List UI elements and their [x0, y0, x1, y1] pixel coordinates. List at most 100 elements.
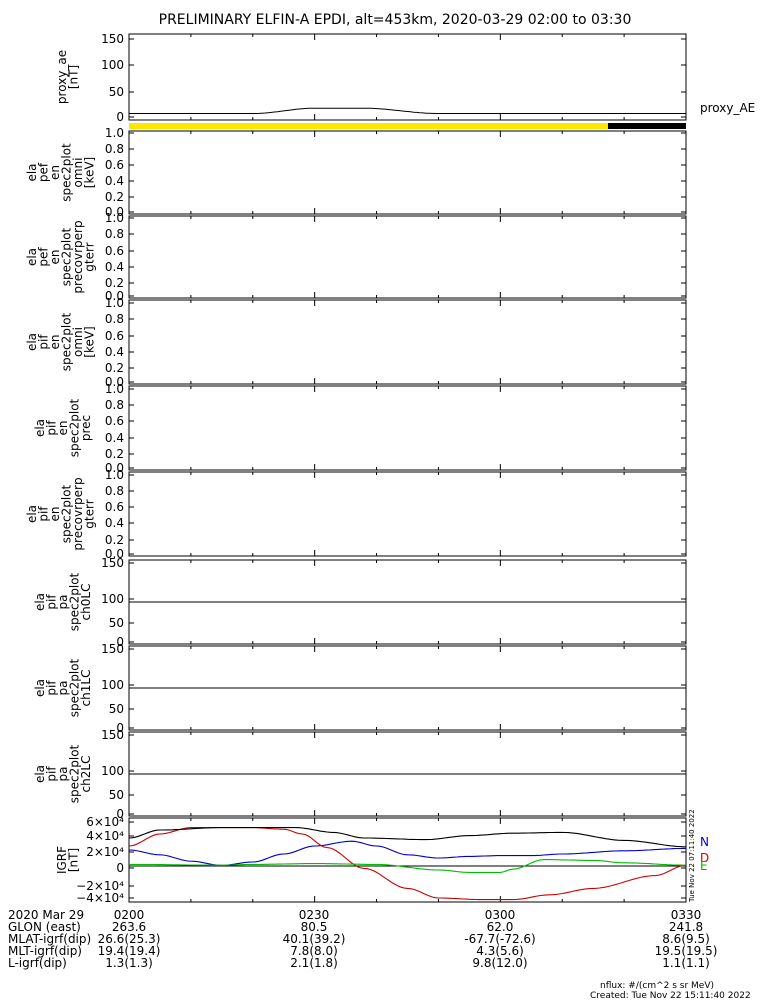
time-tick-label: 0200	[114, 908, 145, 922]
ephemeris-value: 19.5(19.5)	[655, 944, 718, 958]
y-axis-label: pif	[37, 334, 51, 350]
ephemeris-value: -67.7(-72.6)	[464, 932, 535, 946]
ephemeris-value: 1.1(1.1)	[662, 956, 710, 970]
panel-5: 1.0 0.8 0.6 0.4 0.20.0 elapifenspec2plotpreco…	[25, 468, 687, 561]
y-axis-label: pa	[56, 767, 70, 782]
y-axis-label: omni	[71, 158, 85, 188]
y-axis-label: spec2plot	[68, 744, 82, 803]
y-axis-label: spec2plot	[60, 227, 74, 286]
y-tick-label: −2×10⁴	[76, 879, 124, 893]
y-tick-label: 100	[101, 764, 124, 778]
ephemeris-row-label: 2020 Mar 29	[8, 908, 84, 922]
igrf-legend-E: E	[700, 859, 708, 873]
panel-0: 150 100 50 0 proxy_ae[nT]	[55, 32, 687, 124]
y-axis-label: [keV]	[83, 157, 97, 188]
ephemeris-value: 19.4(19.4)	[98, 944, 161, 958]
y-axis-label: pif	[45, 420, 59, 436]
y-axis-label: gterr	[83, 242, 97, 271]
y-tick-label: 0.6	[105, 500, 124, 514]
y-axis-label: ela	[25, 333, 39, 351]
panel-frame	[128, 385, 687, 471]
ephemeris-value: 263.6	[112, 920, 146, 934]
y-axis-label: spec2plot	[68, 572, 82, 631]
panel-3: 1.0 0.8 0.6 0.4 0.20.0 elapifenspec2plotomni[…	[25, 296, 687, 389]
y-tick-label: 100	[101, 592, 124, 606]
y-tick-label: 150	[101, 728, 124, 742]
y-axis-label: ch1LC	[79, 670, 93, 707]
panel-frame	[128, 471, 687, 557]
ephemeris-row-label: L-igrf(dip)	[8, 956, 67, 970]
y-tick-label: 4×10⁴	[86, 829, 124, 843]
ephemeris-value: 241.8	[669, 920, 703, 934]
y-axis-label: pef	[37, 162, 51, 182]
time-tick-label: 0300	[485, 908, 516, 922]
created-timestamp: Created: Tue Nov 22 15:11:40 2022	[590, 991, 751, 1000]
y-axis-label: IGRF	[55, 846, 69, 874]
y-tick-label: 150	[101, 32, 124, 46]
ephemeris-value: 4.3(5.6)	[476, 944, 524, 958]
y-axis-label: pef	[37, 247, 51, 267]
igrf-legend-D: D	[700, 851, 709, 865]
y-tick-label: 1.0	[105, 126, 124, 140]
y-axis-label: prec	[79, 415, 93, 441]
y-axis-label: pa	[56, 681, 70, 696]
panel-frame	[128, 299, 687, 385]
y-tick-label: 6×10⁴	[86, 815, 124, 829]
y-tick-label: 150	[101, 556, 124, 570]
y-tick-label: 0.8	[105, 312, 124, 326]
panel-1: 1.0 0.8 0.6 0.4 0.20.0 elapefenspec2plotomni[…	[25, 126, 687, 219]
y-tick-label: 1.0	[105, 211, 124, 225]
y-axis-label: en	[48, 507, 62, 522]
y-axis-label: en	[48, 250, 62, 265]
y-tick-label: 0.4	[105, 174, 124, 188]
y-tick-label: 0.4	[105, 516, 124, 530]
y-axis-label: omni	[71, 327, 85, 357]
y-tick-label: 0.2	[105, 447, 124, 461]
y-tick-label: 1.0	[105, 296, 124, 310]
ephemeris-value: 40.1(39.2)	[283, 932, 346, 946]
y-tick-label: −4×10⁴	[76, 891, 124, 905]
y-tick-label: 0.8	[105, 398, 124, 412]
y-tick-label: 0.8	[105, 484, 124, 498]
y-tick-label: 50	[109, 788, 124, 802]
y-axis-label: ela	[25, 505, 39, 523]
ephemeris-row-label: MLT-igrf(dip)	[8, 944, 82, 958]
y-tick-label: 0	[116, 861, 124, 875]
y-axis-label: en	[56, 421, 70, 436]
created-side-label: Tue Nov 22 07:11:40 2022	[688, 809, 696, 903]
y-tick-label: 0	[116, 807, 124, 821]
y-tick-label: 0.2	[105, 190, 124, 204]
y-tick-label: 100	[101, 678, 124, 692]
y-axis-label: [nT]	[67, 848, 81, 872]
igrf-total-line	[128, 827, 686, 848]
y-axis-label: spec2plot	[68, 658, 82, 717]
y-axis-label: pa	[56, 595, 70, 610]
y-axis-label: ela	[25, 248, 39, 266]
y-axis-label: spec2plot	[68, 398, 82, 457]
y-tick-label: 2×10⁴	[86, 845, 124, 859]
time-tick-label: 0330	[671, 908, 702, 922]
y-axis-label: pif	[45, 680, 59, 696]
y-tick-label: 0	[116, 635, 124, 649]
y-axis-label: spec2plot	[60, 143, 74, 202]
y-tick-label: 0.4	[105, 345, 124, 359]
igrf-E-line	[129, 859, 686, 873]
ephemeris-value: 7.8(8.0)	[290, 944, 338, 958]
y-tick-label: 50	[109, 85, 124, 99]
y-axis-label: spec2plot	[60, 312, 74, 371]
ephemeris-value: 9.8(12.0)	[472, 956, 527, 970]
status-bar-black	[608, 123, 686, 129]
panel-frame	[128, 130, 687, 215]
y-axis-label: ela	[33, 679, 47, 697]
plot-title: PRELIMINARY ELFIN-A EPDI, alt=453km, 202…	[159, 12, 632, 28]
y-tick-label: 0.4	[105, 260, 124, 274]
y-tick-label: 0.0	[105, 547, 124, 561]
y-axis-label: pif	[45, 594, 59, 610]
time-tick-label: 0230	[299, 908, 330, 922]
ephemeris-row-label: MLAT-igrf(dip)	[8, 932, 91, 946]
y-tick-label: 0.0	[105, 289, 124, 303]
